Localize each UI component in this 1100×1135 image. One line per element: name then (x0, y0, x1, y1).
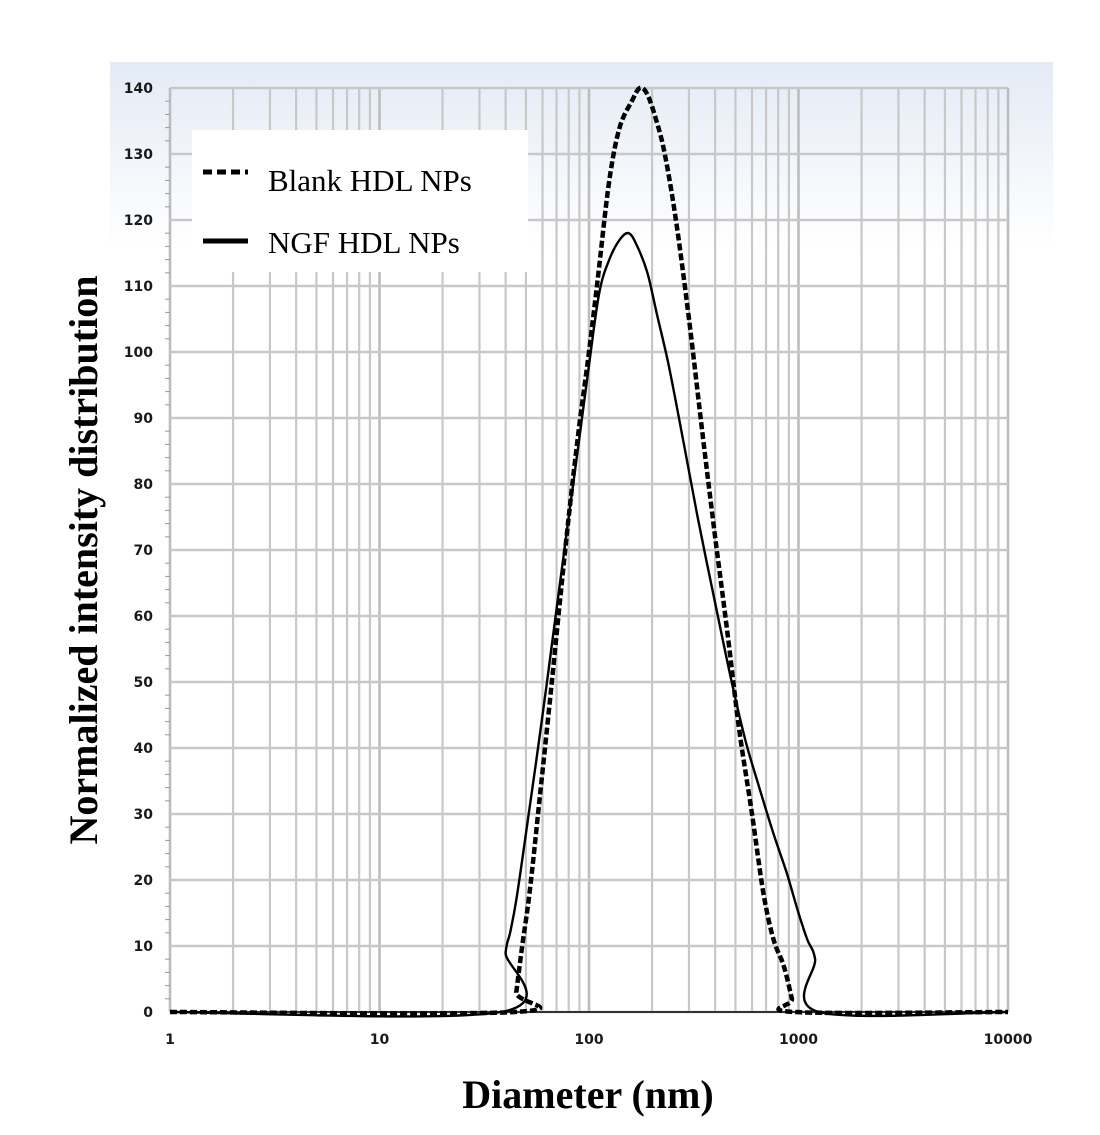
x-tick-label: 10 (370, 1032, 390, 1048)
series-lines (169, 85, 1009, 1018)
x-axis-title: Diameter (nm) (462, 1072, 713, 1117)
y-tick-label: 60 (134, 609, 154, 625)
y-tick-label: 40 (134, 741, 154, 757)
series-line-ngf-hdl (169, 231, 1009, 1018)
y-tick-label: 70 (134, 543, 154, 559)
y-tick-label: 130 (124, 147, 153, 163)
x-tick-label: 100 (574, 1032, 603, 1048)
y-tick-label: 50 (134, 675, 154, 691)
y-tick-label: 80 (134, 477, 154, 493)
x-tick-label: 1 (165, 1032, 175, 1048)
legend-label-blank: Blank HDL NPs (268, 163, 472, 198)
legend-box (192, 130, 528, 272)
y-tick-label: 120 (124, 213, 153, 229)
y-tick-label: 0 (143, 1005, 153, 1021)
series-line-blank-hdl (169, 85, 1009, 1016)
y-tick-label: 90 (134, 411, 154, 427)
y-tick-label: 30 (134, 807, 154, 823)
x-tick-label: 1000 (779, 1032, 818, 1048)
y-tick-label: 140 (124, 81, 153, 97)
x-tick-label: 10000 (984, 1032, 1033, 1048)
y-tick-label: 110 (124, 279, 153, 295)
y-axis-title: Normalized intensity distribution (61, 276, 106, 845)
legend-label-ngf: NGF HDL NPs (268, 225, 460, 260)
y-tick-label: 10 (134, 939, 154, 955)
y-tick-label: 100 (124, 345, 153, 361)
y-tick-label: 20 (134, 873, 154, 889)
legend: Blank HDL NPs NGF HDL NPs (192, 130, 528, 272)
